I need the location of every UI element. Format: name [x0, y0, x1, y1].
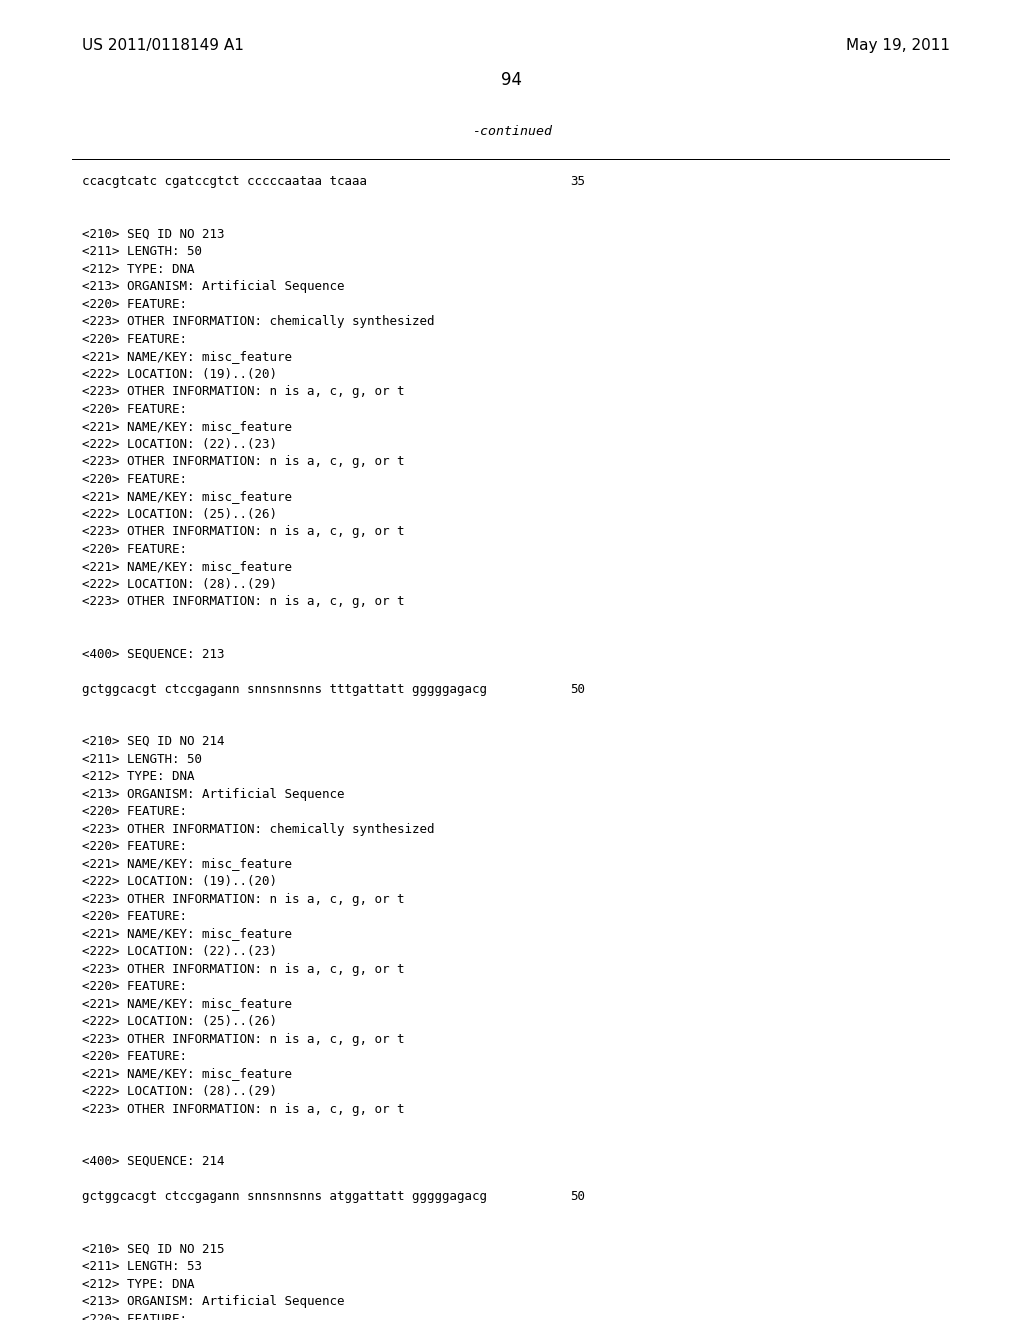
Text: <223> OTHER INFORMATION: n is a, c, g, or t: <223> OTHER INFORMATION: n is a, c, g, o…	[82, 962, 404, 975]
Text: <220> FEATURE:: <220> FEATURE:	[82, 1049, 187, 1063]
Text: -continued: -continued	[472, 125, 552, 139]
Text: <223> OTHER INFORMATION: n is a, c, g, or t: <223> OTHER INFORMATION: n is a, c, g, o…	[82, 1032, 404, 1045]
Text: <223> OTHER INFORMATION: chemically synthesized: <223> OTHER INFORMATION: chemically synt…	[82, 315, 434, 327]
Text: <220> FEATURE:: <220> FEATURE:	[82, 805, 187, 818]
Text: <221> NAME/KEY: misc_feature: <221> NAME/KEY: misc_feature	[82, 998, 292, 1011]
Text: <220> FEATURE:: <220> FEATURE:	[82, 403, 187, 416]
Text: gctggcacgt ctccgagann snnsnnsnns tttgattatt gggggagacg: gctggcacgt ctccgagann snnsnnsnns tttgatt…	[82, 682, 487, 696]
Text: 50: 50	[570, 1191, 585, 1203]
Text: <222> LOCATION: (25)..(26): <222> LOCATION: (25)..(26)	[82, 507, 278, 520]
Text: <210> SEQ ID NO 213: <210> SEQ ID NO 213	[82, 227, 224, 240]
Text: <222> LOCATION: (28)..(29): <222> LOCATION: (28)..(29)	[82, 578, 278, 590]
Text: US 2011/0118149 A1: US 2011/0118149 A1	[82, 38, 244, 53]
Text: <210> SEQ ID NO 214: <210> SEQ ID NO 214	[82, 735, 224, 748]
Text: <220> FEATURE:: <220> FEATURE:	[82, 840, 187, 853]
Text: <211> LENGTH: 50: <211> LENGTH: 50	[82, 752, 202, 766]
Text: <223> OTHER INFORMATION: n is a, c, g, or t: <223> OTHER INFORMATION: n is a, c, g, o…	[82, 595, 404, 609]
Text: <212> TYPE: DNA: <212> TYPE: DNA	[82, 263, 195, 276]
Text: <220> FEATURE:: <220> FEATURE:	[82, 473, 187, 486]
Text: <221> NAME/KEY: misc_feature: <221> NAME/KEY: misc_feature	[82, 858, 292, 870]
Text: 35: 35	[570, 176, 585, 187]
Text: <223> OTHER INFORMATION: n is a, c, g, or t: <223> OTHER INFORMATION: n is a, c, g, o…	[82, 455, 404, 469]
Text: <220> FEATURE:: <220> FEATURE:	[82, 543, 187, 556]
Text: <400> SEQUENCE: 213: <400> SEQUENCE: 213	[82, 648, 224, 660]
Text: <221> NAME/KEY: misc_feature: <221> NAME/KEY: misc_feature	[82, 1068, 292, 1081]
Text: <212> TYPE: DNA: <212> TYPE: DNA	[82, 1278, 195, 1291]
Text: <221> NAME/KEY: misc_feature: <221> NAME/KEY: misc_feature	[82, 350, 292, 363]
Text: <222> LOCATION: (19)..(20): <222> LOCATION: (19)..(20)	[82, 875, 278, 888]
Text: May 19, 2011: May 19, 2011	[846, 38, 950, 53]
Text: gctggcacgt ctccgagann snnsnnsnns atggattatt gggggagacg: gctggcacgt ctccgagann snnsnnsnns atggatt…	[82, 1191, 487, 1203]
Text: <223> OTHER INFORMATION: n is a, c, g, or t: <223> OTHER INFORMATION: n is a, c, g, o…	[82, 385, 404, 399]
Text: <221> NAME/KEY: misc_feature: <221> NAME/KEY: misc_feature	[82, 420, 292, 433]
Text: <223> OTHER INFORMATION: n is a, c, g, or t: <223> OTHER INFORMATION: n is a, c, g, o…	[82, 892, 404, 906]
Text: 94: 94	[502, 71, 522, 88]
Text: <222> LOCATION: (22)..(23): <222> LOCATION: (22)..(23)	[82, 945, 278, 958]
Text: <400> SEQUENCE: 214: <400> SEQUENCE: 214	[82, 1155, 224, 1168]
Text: <213> ORGANISM: Artificial Sequence: <213> ORGANISM: Artificial Sequence	[82, 280, 344, 293]
Text: <220> FEATURE:: <220> FEATURE:	[82, 333, 187, 346]
Text: <221> NAME/KEY: misc_feature: <221> NAME/KEY: misc_feature	[82, 928, 292, 941]
Text: 50: 50	[570, 682, 585, 696]
Text: <212> TYPE: DNA: <212> TYPE: DNA	[82, 770, 195, 783]
Text: ccacgtcatc cgatccgtct cccccaataa tcaaa: ccacgtcatc cgatccgtct cccccaataa tcaaa	[82, 176, 367, 187]
Text: <223> OTHER INFORMATION: n is a, c, g, or t: <223> OTHER INFORMATION: n is a, c, g, o…	[82, 1102, 404, 1115]
Text: <220> FEATURE:: <220> FEATURE:	[82, 297, 187, 310]
Text: <213> ORGANISM: Artificial Sequence: <213> ORGANISM: Artificial Sequence	[82, 1295, 344, 1308]
Text: <222> LOCATION: (19)..(20): <222> LOCATION: (19)..(20)	[82, 367, 278, 380]
Text: <211> LENGTH: 50: <211> LENGTH: 50	[82, 246, 202, 257]
Text: <210> SEQ ID NO 215: <210> SEQ ID NO 215	[82, 1242, 224, 1255]
Text: <222> LOCATION: (28)..(29): <222> LOCATION: (28)..(29)	[82, 1085, 278, 1098]
Text: <222> LOCATION: (25)..(26): <222> LOCATION: (25)..(26)	[82, 1015, 278, 1028]
Text: <213> ORGANISM: Artificial Sequence: <213> ORGANISM: Artificial Sequence	[82, 788, 344, 800]
Text: <220> FEATURE:: <220> FEATURE:	[82, 909, 187, 923]
Text: <223> OTHER INFORMATION: n is a, c, g, or t: <223> OTHER INFORMATION: n is a, c, g, o…	[82, 525, 404, 539]
Text: <221> NAME/KEY: misc_feature: <221> NAME/KEY: misc_feature	[82, 560, 292, 573]
Text: <220> FEATURE:: <220> FEATURE:	[82, 979, 187, 993]
Text: <221> NAME/KEY: misc_feature: <221> NAME/KEY: misc_feature	[82, 490, 292, 503]
Text: <220> FEATURE:: <220> FEATURE:	[82, 1312, 187, 1320]
Text: <223> OTHER INFORMATION: chemically synthesized: <223> OTHER INFORMATION: chemically synt…	[82, 822, 434, 836]
Text: <222> LOCATION: (22)..(23): <222> LOCATION: (22)..(23)	[82, 437, 278, 450]
Text: <211> LENGTH: 53: <211> LENGTH: 53	[82, 1261, 202, 1272]
